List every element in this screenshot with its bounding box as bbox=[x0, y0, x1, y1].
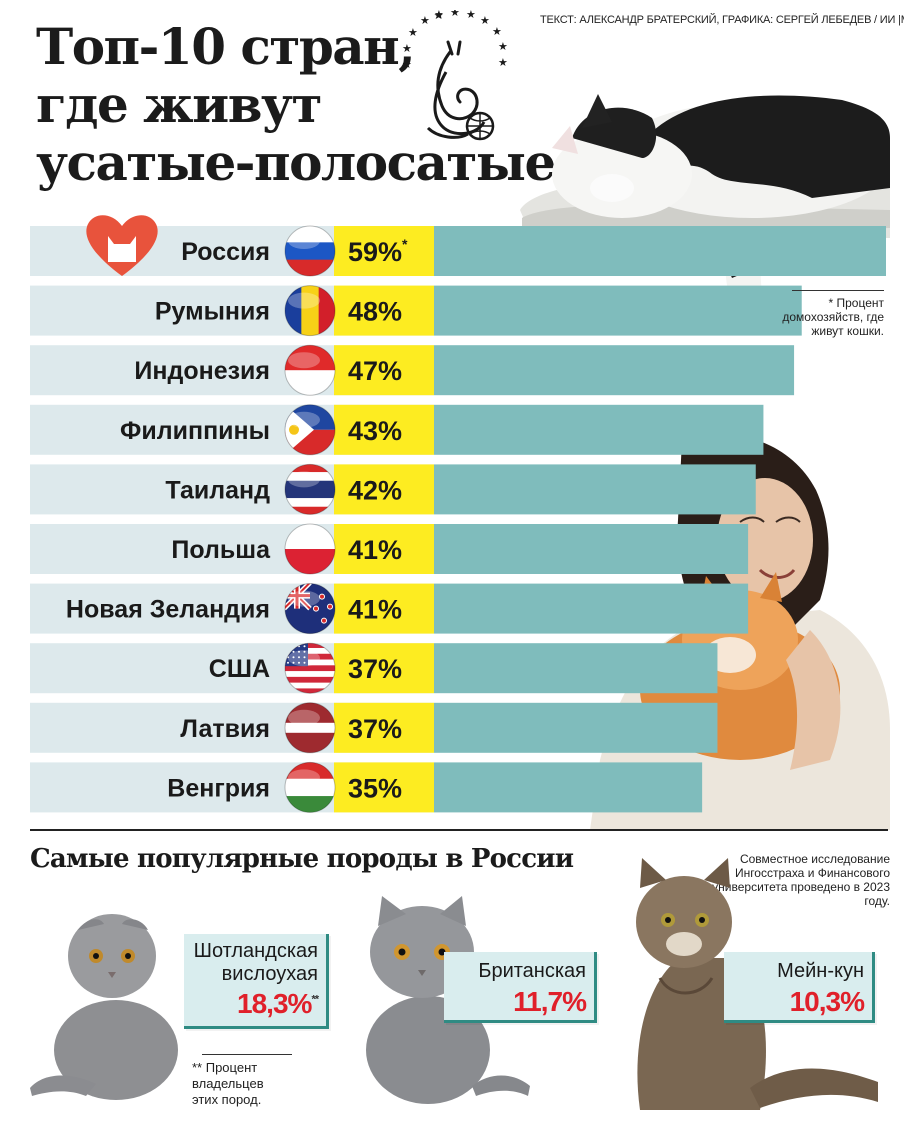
percent-cell bbox=[334, 583, 434, 634]
flag-romania-icon bbox=[284, 285, 336, 337]
value-label: 37% bbox=[348, 714, 402, 744]
title-line: усатые-полосатые bbox=[36, 133, 556, 192]
breed-name: Мейн-кун bbox=[777, 960, 864, 982]
bar bbox=[434, 285, 802, 336]
svg-text:★: ★ bbox=[402, 58, 412, 71]
svg-text:★: ★ bbox=[498, 56, 508, 69]
percent-cell bbox=[334, 702, 434, 753]
breed-name: Британская bbox=[478, 960, 586, 982]
bar bbox=[434, 524, 749, 574]
percent-cell bbox=[334, 762, 434, 813]
category-label: Польша bbox=[171, 536, 271, 564]
percent-cell bbox=[334, 464, 434, 515]
title-line: где живут bbox=[36, 75, 323, 134]
value-label: 42% bbox=[348, 475, 402, 505]
chart-row: Индонезия 47% bbox=[30, 344, 795, 396]
category-label: Таиланд bbox=[165, 476, 270, 504]
value-label: 43% bbox=[348, 416, 402, 446]
bar bbox=[434, 643, 718, 694]
category-label: Индонезия bbox=[134, 357, 270, 385]
value-label: 41% bbox=[348, 595, 402, 625]
flag-hungary-icon bbox=[284, 761, 336, 813]
percent-cell bbox=[334, 404, 434, 455]
category-label: США bbox=[209, 655, 270, 683]
chart-row: Латвия 37% bbox=[30, 702, 718, 754]
chart-row: Венгрия 35% bbox=[30, 761, 703, 813]
scottish-fold-cat-photo bbox=[30, 914, 178, 1100]
category-label: Румыния bbox=[155, 298, 270, 326]
flag-thailand-icon bbox=[284, 463, 336, 515]
chart-row: Польша 41% bbox=[30, 523, 749, 575]
chart-row: США 37% bbox=[30, 642, 718, 694]
category-label: Новая Зеландия bbox=[66, 596, 270, 624]
percent-cell bbox=[334, 345, 434, 396]
breed-card-british: Британская 11,7% bbox=[444, 952, 597, 1023]
bar bbox=[434, 345, 795, 396]
category-label: Венгрия bbox=[167, 774, 270, 802]
bar bbox=[434, 583, 749, 634]
bar bbox=[434, 762, 703, 813]
breed-card-scottish: Шотландская вислоухая 18,3%** bbox=[184, 934, 329, 1029]
category-label: Россия bbox=[181, 238, 270, 266]
svg-text:★: ★ bbox=[434, 10, 444, 21]
svg-text:★: ★ bbox=[498, 40, 508, 53]
breeds-title: Самые популярные породы в России bbox=[30, 844, 574, 874]
cat-logo-icon: ★ ★ ★ ★ ★★★★ ★★★ bbox=[402, 10, 508, 141]
flag-russia-icon bbox=[284, 225, 336, 277]
percent-cell bbox=[334, 524, 434, 574]
value-label: 41% bbox=[348, 535, 402, 565]
value-label: 35% bbox=[348, 773, 402, 803]
breed-name: Шотландская вислоухая bbox=[193, 940, 318, 985]
breed-percent: 18,3%** bbox=[237, 988, 319, 1019]
bar bbox=[434, 464, 756, 515]
chart-row: Румыния 48% bbox=[30, 285, 802, 337]
country-bar-chart: Россия 59%* Румыния 48% Индонезия 47% Филиппин… bbox=[30, 215, 886, 813]
svg-text:★: ★ bbox=[450, 10, 460, 19]
credit-line: ТЕКСТ: АЛЕКСАНДР БРАТЕРСКИЙ, ГРАФИКА: СЕ… bbox=[540, 14, 904, 26]
breed-percent: 10,3% bbox=[789, 986, 865, 1017]
flag-usa-icon bbox=[284, 642, 336, 694]
percent-cell bbox=[334, 643, 434, 694]
value-label: 37% bbox=[348, 654, 402, 684]
chart-row: Новая Зеландия 41% bbox=[30, 583, 749, 635]
page-title: Топ-10 стран, где живут усатые-полосатые bbox=[36, 18, 556, 192]
chart-row: Таиланд 42% bbox=[30, 463, 756, 515]
flag-latvia-icon bbox=[284, 702, 336, 754]
svg-text:★: ★ bbox=[402, 42, 412, 55]
svg-text:★: ★ bbox=[408, 26, 418, 39]
percent-cell bbox=[334, 285, 434, 336]
bar bbox=[434, 226, 886, 276]
category-label: Латвия bbox=[180, 715, 270, 743]
flag-new-zealand-icon bbox=[284, 583, 336, 635]
category-label: Филиппины bbox=[120, 417, 270, 445]
percent-cell bbox=[334, 226, 434, 276]
title-line: Топ-10 стран, bbox=[36, 17, 416, 76]
owners-footnote: ** Процент владельцев этих пород. bbox=[192, 1054, 292, 1108]
value-label: 48% bbox=[348, 297, 402, 327]
chart-row: Россия 59%* bbox=[30, 225, 886, 277]
value-label: 47% bbox=[348, 356, 402, 386]
svg-text:★: ★ bbox=[480, 14, 490, 27]
value-label: 59%* bbox=[348, 236, 408, 267]
svg-text:★: ★ bbox=[466, 10, 476, 21]
breed-card-maine-coon: Мейн-кун 10,3% bbox=[724, 952, 875, 1023]
svg-text:★: ★ bbox=[492, 25, 502, 38]
section-divider bbox=[30, 829, 888, 831]
breed-percent: 11,7% bbox=[513, 986, 587, 1017]
bar bbox=[434, 702, 718, 753]
svg-text:★: ★ bbox=[420, 14, 430, 27]
bar bbox=[434, 404, 764, 455]
chart-row: Филиппины 43% bbox=[30, 404, 764, 456]
household-footnote: * Процент домохозяйств, где живут кошки. bbox=[772, 290, 884, 338]
heart-cat-icon bbox=[86, 215, 158, 276]
study-note: Совместное исследование Ингосстраха и Фи… bbox=[712, 852, 890, 908]
